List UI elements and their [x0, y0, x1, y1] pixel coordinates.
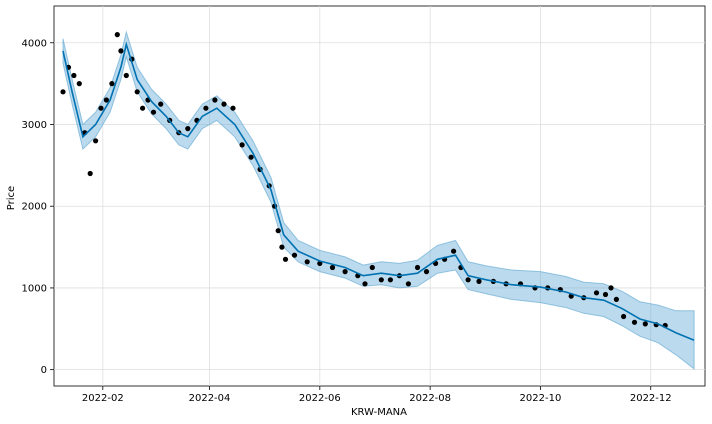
- observed-point: [275, 228, 281, 234]
- observed-point: [642, 321, 648, 327]
- observed-point: [87, 170, 93, 177]
- observed-point: [221, 101, 227, 107]
- observed-point: [423, 269, 430, 275]
- observed-point: [109, 81, 115, 87]
- x-tick-label: 2022-12: [630, 393, 672, 404]
- observed-point: [103, 97, 109, 103]
- grid: [54, 6, 705, 386]
- observed-point: [134, 89, 140, 95]
- observed-point: [405, 281, 411, 287]
- observed-point: [203, 105, 209, 111]
- observed-point: [329, 264, 336, 271]
- x-tick-label: 2022-04: [189, 393, 231, 404]
- observed-point: [342, 269, 348, 275]
- x-tick-label: 2022-06: [299, 393, 341, 404]
- y-tick-label: 2000: [22, 202, 47, 213]
- observed-point: [414, 264, 421, 271]
- observed-point: [239, 142, 245, 148]
- observed-point: [631, 319, 638, 325]
- observed-point: [71, 72, 77, 79]
- uncertainty-interval-area: [62, 30, 695, 370]
- observed-point: [158, 101, 164, 107]
- x-axis-ticks: 2022-02 2022-04 2022-06 2022-08 2022-10 2022-…: [82, 386, 672, 404]
- observed-point: [93, 138, 99, 144]
- observed-point: [476, 278, 482, 284]
- observed-point: [98, 105, 104, 111]
- observed-point: [279, 244, 285, 250]
- observed-point: [114, 31, 120, 38]
- observed-point: [451, 248, 457, 254]
- observed-point: [465, 277, 471, 283]
- observed-point: [60, 89, 66, 95]
- observed-point: [123, 72, 129, 79]
- observed-points: [60, 31, 668, 329]
- observed-point: [369, 264, 375, 271]
- y-tick-label: 4000: [22, 38, 47, 49]
- y-tick-label: 1000: [22, 283, 47, 294]
- observed-point: [248, 154, 254, 160]
- observed-point: [212, 97, 218, 103]
- observed-point: [613, 296, 620, 302]
- observed-point: [230, 105, 236, 111]
- observed-point: [378, 277, 384, 283]
- observed-point: [185, 126, 191, 132]
- observed-point: [76, 81, 82, 87]
- observed-point: [608, 285, 614, 291]
- plot-area: [53, 5, 706, 387]
- x-tick-label: 2022-02: [82, 393, 124, 404]
- y-tick-label: 3000: [22, 120, 47, 131]
- x-axis-label: KRW-MANA: [351, 407, 407, 418]
- observed-point: [118, 48, 124, 54]
- y-tick-label: 0: [41, 365, 47, 376]
- x-tick-label: 2022-08: [409, 393, 451, 404]
- observed-point: [593, 290, 600, 296]
- x-tick-label: 2022-10: [520, 393, 562, 404]
- y-axis-ticks: 0 1000 2000 3000 4000: [22, 38, 54, 376]
- observed-point: [362, 281, 368, 287]
- observed-point: [387, 277, 393, 283]
- observed-point: [150, 109, 157, 115]
- y-axis-label: Price: [6, 186, 17, 210]
- observed-point: [602, 291, 609, 298]
- observed-point: [140, 105, 146, 111]
- observed-point: [291, 252, 298, 258]
- observed-point: [304, 259, 310, 265]
- observed-point: [621, 313, 627, 320]
- observed-point: [282, 256, 289, 262]
- forecast-line: [62, 41, 695, 341]
